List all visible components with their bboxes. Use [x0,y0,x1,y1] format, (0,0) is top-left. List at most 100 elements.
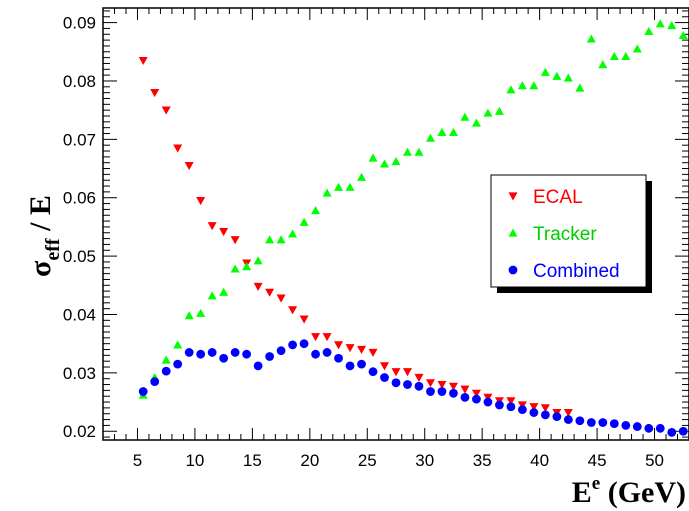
data-point-tracker [655,19,665,28]
data-point-combined [472,394,481,404]
data-point-combined [563,415,573,424]
legend-label-tracker: Tracker [533,224,597,245]
data-point-tracker [632,44,642,53]
data-point-combined [552,412,562,422]
data-point-combined [219,353,229,363]
data-point-combined [678,426,688,436]
data-point-combined [299,339,309,349]
data-point-combined [517,405,527,415]
data-point-tracker [311,206,321,215]
data-point-ecal [345,344,355,353]
data-point-tracker [609,51,619,61]
series-ecal [138,56,573,418]
data-point-combined [655,423,665,433]
data-point-ecal [265,288,275,297]
data-point-ecal [184,162,194,171]
data-point-ecal [402,368,412,377]
data-point-tracker [368,153,378,162]
x-axis-title-sup: e [592,473,600,494]
data-point-combined [253,361,263,371]
data-point-combined [414,381,424,391]
data-point-ecal [196,197,206,206]
data-point-combined [196,349,206,359]
legend: ECAL Tracker Combined [490,174,652,293]
data-point-ecal [414,373,424,383]
data-point-ecal [230,236,240,245]
data-point-combined [184,348,194,357]
data-point-ecal [437,380,447,390]
data-point-tracker [678,30,688,40]
data-point-combined [403,380,412,389]
data-point-ecal [138,56,148,66]
data-point-ecal [471,389,481,398]
data-marks [138,19,688,437]
data-point-tracker [207,291,217,300]
data-point-tracker [196,308,206,317]
x-tick-label: 25 [358,451,377,470]
x-tick-label: 5 [133,451,142,470]
data-point-tracker [161,355,171,364]
data-point-tracker [667,21,677,30]
data-point-combined [426,387,435,396]
x-axis-title: Ee (GeV) [572,473,686,509]
data-point-tracker [322,188,332,197]
data-point-ecal [276,294,286,303]
data-point-combined [380,373,389,382]
data-point-tracker [380,159,390,168]
x-tick-label: 40 [530,451,549,470]
data-point-tracker [345,182,355,191]
data-point-combined [150,377,160,387]
data-point-tracker [288,229,298,238]
y-tick-label: 0.07 [63,130,96,149]
x-tick-label: 50 [645,451,664,470]
x-tick-label: 35 [473,451,492,470]
data-point-tracker [425,133,435,142]
data-point-combined [368,367,378,377]
data-point-combined [586,418,596,427]
data-point-tracker [265,235,275,244]
data-point-tracker [621,51,631,61]
data-point-ecal [288,306,298,315]
legend-label-ecal: ECAL [533,187,583,208]
data-point-combined [632,422,642,431]
data-point-combined [540,410,550,420]
data-point-ecal [563,408,573,418]
data-point-tracker [540,67,550,76]
x-axis-title-rest: (GeV) [600,476,686,509]
plot-frame [102,7,689,441]
data-point-tracker [299,217,309,226]
data-point-tracker [575,83,585,92]
data-point-tracker [184,311,194,320]
data-point-ecal [161,106,171,115]
data-point-tracker [437,127,447,136]
data-point-combined [334,353,343,363]
y-tick-label: 0.06 [63,189,96,208]
data-point-tracker [563,73,573,82]
legend-marker-combined [508,265,518,275]
data-point-combined [207,348,217,357]
data-point-combined [311,349,320,359]
data-point-combined [322,348,332,357]
y-axis-title: σeff / E [24,195,64,277]
data-point-combined [506,402,516,412]
y-tick-label: 0.08 [63,72,96,91]
data-point-tracker [598,60,608,69]
data-point-combined [575,416,585,426]
data-point-ecal [173,144,183,153]
data-point-combined [460,392,470,402]
data-point-tracker [253,256,263,265]
data-point-ecal [448,382,458,391]
data-point-combined [667,428,677,437]
series-combined [138,339,688,437]
y-tick-label: 0.02 [63,422,96,441]
data-point-ecal [529,403,539,412]
data-point-ecal [219,227,229,237]
data-point-tracker [242,262,252,271]
data-point-combined [449,388,458,398]
legend-markers [508,192,518,275]
data-point-combined [598,418,608,427]
data-point-tracker [529,81,539,90]
data-point-tracker [506,85,516,94]
data-point-tracker [334,182,344,191]
